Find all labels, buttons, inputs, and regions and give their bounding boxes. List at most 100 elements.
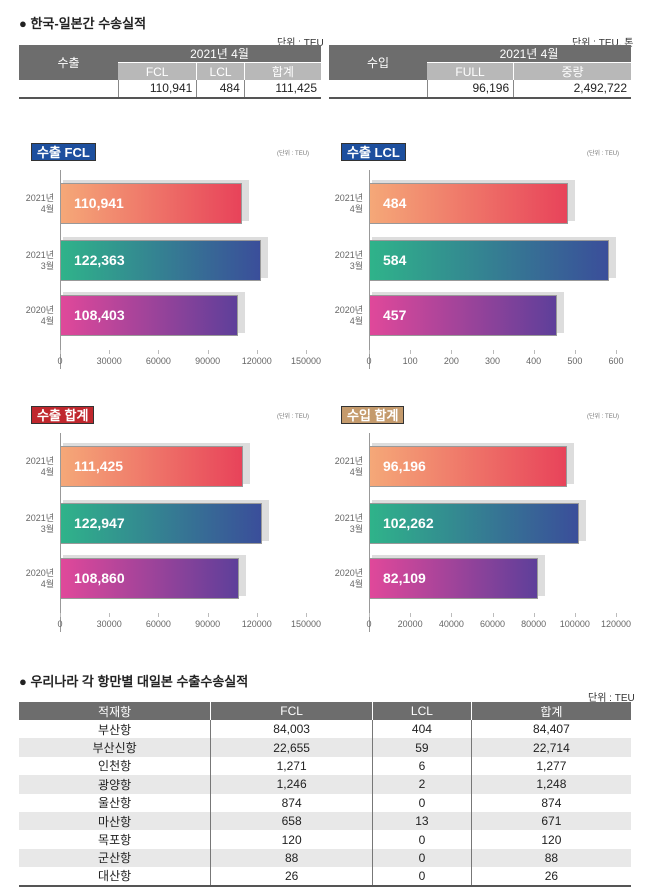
export-period: 2021년 4월	[118, 45, 321, 63]
y-tick-label: 3월	[40, 524, 54, 534]
table-cell: 마산항	[19, 811, 211, 831]
x-tick-mark	[369, 613, 370, 617]
column-header: LCL	[372, 702, 472, 720]
table-cell: 874	[210, 793, 373, 812]
bar-value-label: 122,363	[74, 252, 125, 268]
table-cell: 인천항	[98, 759, 132, 774]
x-tick-mark	[410, 350, 412, 354]
y-tick-label: 4월	[349, 316, 363, 326]
bar	[60, 503, 262, 544]
x-tick-label: 0	[57, 356, 63, 366]
x-tick-label: 60000	[145, 619, 171, 629]
bar	[369, 558, 538, 599]
x-tick-mark	[207, 350, 209, 354]
y-tick-label: 2020년	[334, 568, 363, 578]
table-cell: 부산항	[98, 722, 132, 737]
bar-value-label: 484	[383, 195, 407, 211]
table-cell: 목포항	[98, 833, 132, 848]
bar-value-label: 122,947	[74, 515, 125, 531]
bar-value-label: 111,425	[74, 458, 124, 474]
y-tick-label: 2021년	[25, 456, 54, 466]
table-cell: 88	[470, 848, 631, 868]
export-value: 111,425	[243, 80, 321, 98]
chart-title-badge: 수출 FCL	[31, 143, 96, 161]
chart-title-badge: 수출 합계	[31, 406, 95, 424]
table-cell: 0	[372, 793, 472, 812]
x-tick-label: 40000	[438, 619, 464, 629]
table-cell: 0	[372, 830, 472, 849]
y-tick-label: 2021년	[25, 250, 54, 260]
export-header: FCL	[118, 62, 198, 80]
y-tick-label: 4월	[349, 467, 363, 477]
x-tick-label: 0	[57, 619, 63, 629]
export-header: LCL	[196, 62, 245, 80]
table-cell: 658	[210, 811, 373, 831]
bar-value-label: 82,109	[383, 570, 426, 586]
table-row: 부산항 84,003 404 84,407	[19, 720, 631, 739]
export-label: 수출	[19, 45, 118, 80]
x-tick-mark	[410, 613, 412, 617]
x-tick-mark	[451, 613, 453, 617]
table-cell: 6	[372, 756, 472, 776]
table-row: 광양항 1,246 2 1,248	[19, 775, 631, 794]
table-cell: 1,246	[210, 775, 373, 794]
x-tick-label: 300	[484, 356, 501, 366]
x-tick-label: 0	[366, 619, 372, 629]
import-header: 중량	[513, 62, 631, 80]
x-tick-label: 100000	[559, 619, 590, 629]
bar-value-label: 110,941	[74, 195, 124, 211]
table-cell: 광양항	[19, 775, 211, 794]
y-tick-label: 2021년	[25, 513, 54, 523]
y-tick-label: 2020년	[25, 568, 54, 578]
bar	[369, 295, 558, 336]
import-header: FULL	[427, 62, 515, 80]
y-tick-label: 2021년	[25, 193, 54, 203]
x-tick-mark	[451, 350, 453, 354]
bar	[369, 183, 569, 224]
table-cell: 874	[470, 793, 631, 812]
x-tick-mark	[60, 350, 61, 354]
bar-value-label: 457	[383, 307, 407, 323]
x-tick-label: 120000	[600, 619, 632, 629]
column-header: FCL	[210, 702, 373, 720]
section-title-korea-japan: ● 한국-일본간 수송실적	[19, 16, 147, 31]
table-cell: 59	[372, 738, 472, 757]
x-tick-label: 0	[366, 356, 372, 366]
bar	[369, 446, 567, 487]
x-tick-mark	[60, 613, 61, 617]
import-unit: 단위 : TEU, 톤	[572, 38, 634, 49]
x-tick-label: 60000	[145, 356, 171, 366]
x-tick-mark	[616, 613, 617, 617]
export-unit: 단위 : TEU	[277, 38, 324, 49]
y-tick-label: 3월	[40, 261, 54, 271]
table-row: 군산항 88 0 88	[19, 848, 631, 868]
bar	[60, 558, 239, 599]
export-header: 합계	[244, 62, 321, 80]
export-value: 110,941	[117, 80, 197, 98]
bar	[369, 503, 580, 544]
table-cell: 84,407	[470, 720, 631, 739]
table-row: 부산신항 22,655 59 22,714	[19, 738, 631, 757]
ports-unit: 단위 : TEU	[588, 693, 635, 704]
table-cell: 88	[210, 848, 373, 868]
bar	[60, 183, 242, 224]
x-tick-mark	[306, 613, 307, 617]
x-tick-label: 150000	[290, 619, 322, 629]
x-tick-label: 200	[443, 356, 459, 366]
import-period: 2021년 4월	[427, 45, 631, 63]
table-cell: 120	[470, 830, 631, 849]
x-tick-label: 500	[567, 356, 583, 366]
x-tick-mark	[616, 350, 617, 354]
y-tick-label: 4월	[40, 204, 54, 214]
table-cell: 1,271	[210, 756, 373, 776]
y-tick-label: 4월	[349, 204, 363, 214]
table-cell: 22,655	[210, 738, 373, 757]
bar	[60, 295, 238, 336]
x-tick-label: 90000	[195, 356, 221, 366]
chart-title-badge: 수입 합계	[341, 406, 405, 424]
import-label: 수입	[329, 45, 427, 80]
bar	[369, 240, 610, 281]
y-tick-label: 3월	[349, 261, 363, 271]
table-cell: 26	[210, 867, 373, 886]
export-value: 484	[196, 80, 245, 98]
